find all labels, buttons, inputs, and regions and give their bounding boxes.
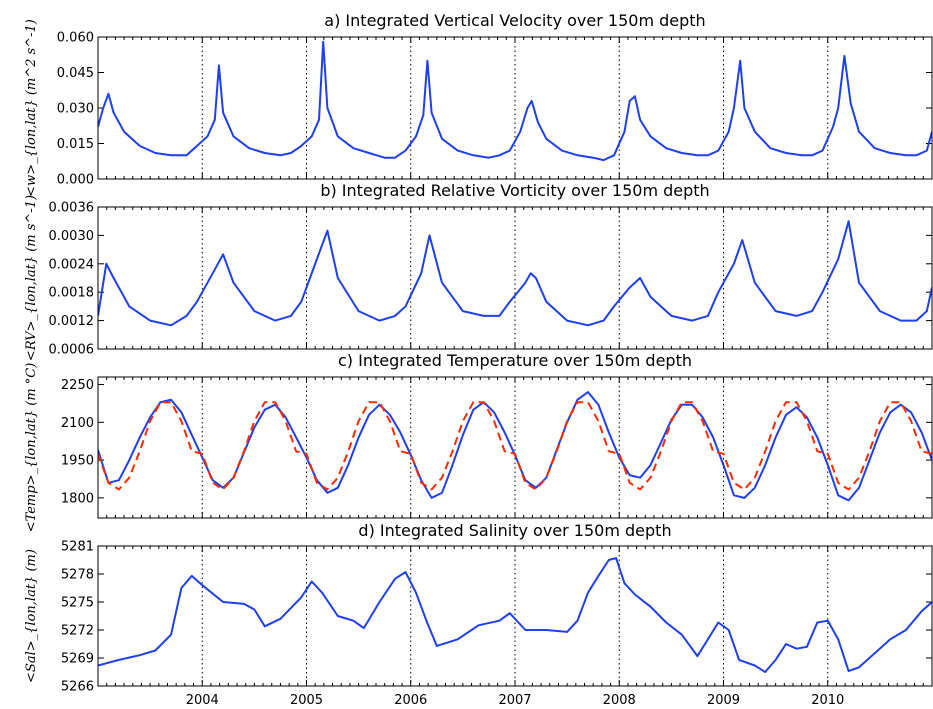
y-tick-label: 0.0006 [49,343,95,358]
series-line-1 [98,391,932,502]
plot-frame [97,36,933,180]
x-tick-label: 2004 [186,693,219,708]
x-tick-label: 2007 [498,693,531,708]
panel-2: b) Integrated Relative Vorticity over 15… [24,181,933,361]
y-tick-label: 0.0024 [49,257,95,272]
panel-title: a) Integrated Vertical Velocity over 150… [324,11,705,30]
y-axis-label: <RV>_{lon,lat} (m s^-1) [24,195,39,361]
y-tick-label: 5272 [61,624,94,639]
y-tick-label: 5278 [61,568,94,583]
y-tick-label: 2250 [61,378,94,393]
y-tick-label: 0.045 [57,66,94,81]
y-tick-label: 0.030 [57,102,94,117]
y-tick-label: 5281 [61,540,94,555]
y-axis-label: <Temp>_{lon,lat} (m °C) [24,363,39,533]
y-tick-label: 0.0036 [49,201,95,216]
y-axis-label: <w>_{lon,lat} (m^2 s^-1) [24,19,39,197]
panel-4: d) Integrated Salinity over 150m depth 52… [24,521,933,708]
x-tick-label: 2005 [290,693,323,708]
series-line-1 [98,557,932,673]
panel-title: b) Integrated Relative Vorticity over 15… [320,181,709,200]
y-tick-label: 0.0030 [49,229,95,244]
series-line-1 [98,40,932,162]
y-tick-label: 0.0012 [49,314,95,329]
x-tick-label: 2008 [603,693,636,708]
y-tick-label: 5269 [61,652,94,667]
plot-frame [97,206,933,350]
y-tick-label: 0.0018 [49,286,95,301]
x-tick-label: 2006 [394,693,427,708]
y-axis-label: <Sal>_{lon,lat} (m) [24,549,39,683]
y-tick-label: 5275 [61,596,94,611]
panel-1: a) Integrated Vertical Velocity over 150… [24,11,933,197]
panel-title: d) Integrated Salinity over 150m depth [358,521,671,540]
panel-title: c) Integrated Temperature over 150m dept… [338,351,692,370]
y-tick-label: 0.000 [57,173,94,188]
y-tick-label: 1950 [61,454,94,469]
y-tick-label: 0.015 [57,137,94,152]
panel-3: c) Integrated Temperature over 150m dept… [24,351,933,533]
panels: a) Integrated Vertical Velocity over 150… [24,11,933,708]
series-line-1 [98,220,932,327]
y-tick-label: 1800 [61,491,94,506]
y-tick-label: 0.060 [57,31,94,46]
plot-frame [97,545,933,687]
plot-frame [97,376,933,519]
y-tick-label: 5266 [61,680,94,695]
x-tick-label: 2009 [707,693,740,708]
y-tick-label: 2100 [61,416,94,431]
series-line-2 [98,401,932,491]
x-tick-label: 2010 [811,693,844,708]
